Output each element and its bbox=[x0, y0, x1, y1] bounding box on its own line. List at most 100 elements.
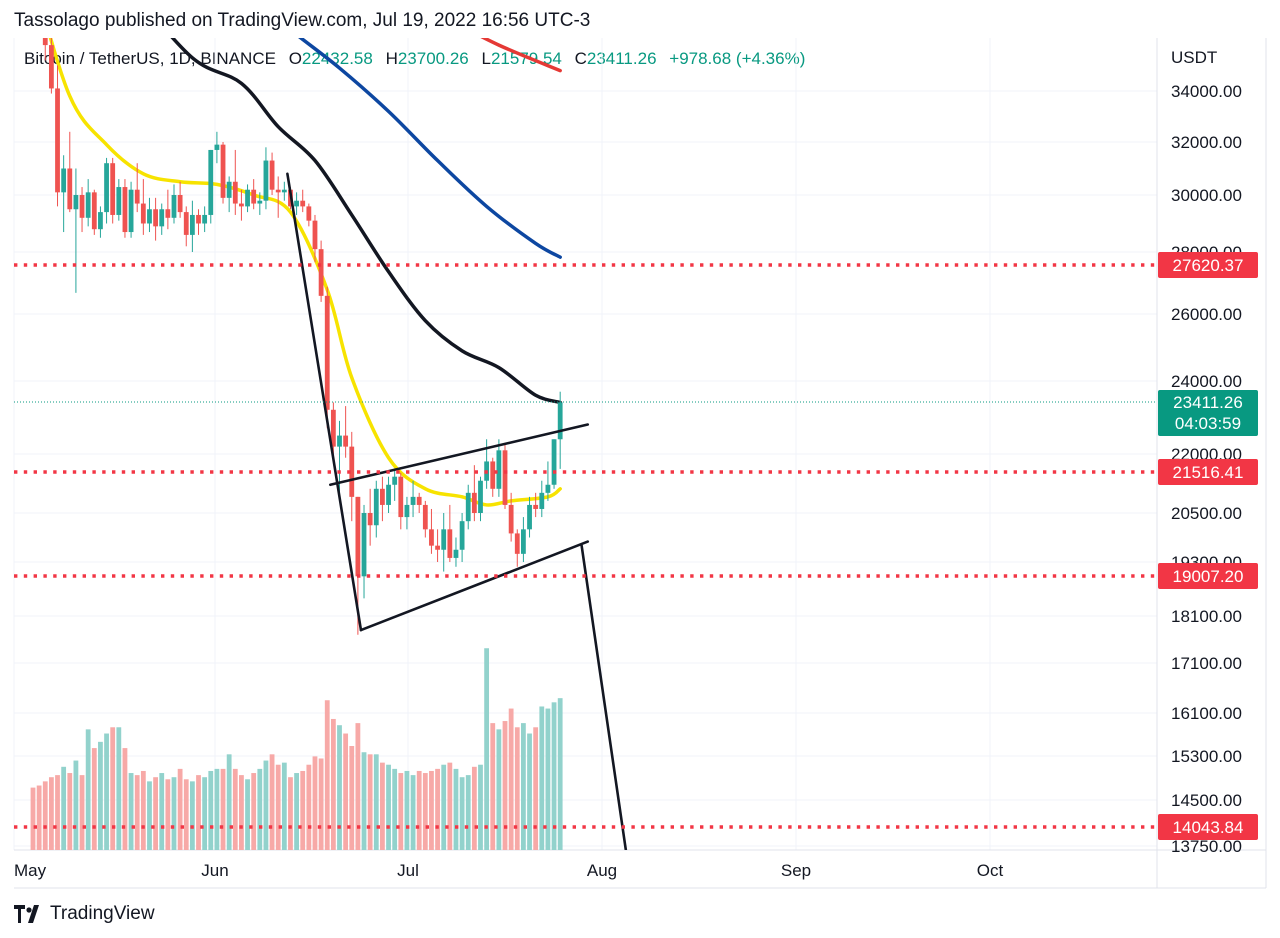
candle-body bbox=[275, 189, 281, 193]
candle-body bbox=[91, 192, 97, 230]
candle-body bbox=[471, 492, 477, 513]
change-value: +978.68 (+4.36%) bbox=[669, 49, 806, 68]
level-price-badge: 21516.41 bbox=[1158, 459, 1258, 485]
volume-bar bbox=[361, 752, 367, 850]
volume-bar bbox=[373, 754, 379, 850]
close-label: C bbox=[574, 49, 587, 68]
volume-bar bbox=[337, 725, 342, 850]
candle bbox=[226, 176, 232, 213]
price-tick-label: 34000.00 bbox=[1171, 82, 1242, 101]
candle bbox=[73, 168, 79, 293]
candle-body bbox=[441, 529, 447, 550]
candle-body bbox=[508, 504, 514, 534]
tradingview-logo[interactable]: TradingView bbox=[14, 903, 155, 925]
moving-averages bbox=[48, 38, 562, 507]
volume-bar bbox=[73, 760, 79, 850]
volume-bar bbox=[410, 775, 416, 850]
candle bbox=[251, 179, 257, 210]
candle bbox=[429, 508, 434, 554]
open-label: O bbox=[288, 49, 302, 68]
candle bbox=[502, 442, 508, 509]
candle bbox=[232, 149, 238, 215]
volume-bar bbox=[514, 727, 520, 850]
candle bbox=[490, 457, 496, 497]
volume-bar bbox=[257, 768, 263, 850]
candle-body bbox=[202, 214, 208, 224]
candle bbox=[514, 529, 520, 567]
candle bbox=[42, 38, 48, 61]
candle-body bbox=[226, 181, 232, 198]
trend-line bbox=[359, 540, 590, 632]
volume-bar bbox=[79, 775, 85, 850]
candle bbox=[435, 529, 440, 562]
candle-body bbox=[110, 163, 116, 215]
candle-body bbox=[490, 461, 496, 489]
currency-label: USDT bbox=[1171, 48, 1217, 67]
volume-bar bbox=[318, 758, 324, 850]
price-axis-labels: USDT34000.0032000.0030000.0028000.002600… bbox=[1158, 48, 1258, 856]
horizontal-levels bbox=[14, 263, 1157, 829]
candle bbox=[104, 157, 109, 224]
price-tick-label: 17100.00 bbox=[1171, 654, 1242, 673]
candle-body bbox=[171, 195, 177, 218]
candle bbox=[441, 513, 447, 572]
price-tick-label: 20500.00 bbox=[1171, 504, 1242, 523]
candle bbox=[147, 197, 152, 233]
candle bbox=[392, 468, 398, 501]
candle bbox=[349, 431, 355, 522]
candle-body bbox=[453, 549, 459, 558]
time-axis-labels: May Jun Jul Aug Sep Oct bbox=[14, 861, 1003, 880]
candle bbox=[416, 492, 422, 513]
volume-bar bbox=[116, 727, 122, 850]
candle-body bbox=[165, 209, 171, 218]
volume-bar bbox=[177, 768, 183, 850]
price-tick-label: 16100.00 bbox=[1171, 704, 1242, 723]
candle-body bbox=[343, 435, 349, 447]
volume-bar bbox=[453, 768, 459, 850]
candle-body bbox=[196, 214, 201, 224]
candle-body bbox=[79, 195, 85, 218]
volume-bar bbox=[153, 777, 158, 850]
candle bbox=[361, 504, 367, 599]
candle bbox=[551, 439, 557, 489]
price-tick-label: 15300.00 bbox=[1171, 747, 1242, 766]
candle bbox=[134, 163, 140, 213]
candle bbox=[404, 496, 410, 530]
candle-body bbox=[373, 488, 379, 526]
candle bbox=[196, 209, 201, 235]
candle-body bbox=[134, 189, 140, 204]
candle-body bbox=[545, 484, 551, 493]
last-price-badge: 23411.26 04:03:59 bbox=[1158, 390, 1258, 436]
volume-bar bbox=[533, 727, 539, 850]
moving-average-line bbox=[170, 38, 562, 405]
volume-bar bbox=[294, 773, 299, 850]
volume-bar bbox=[484, 648, 490, 850]
candle bbox=[165, 189, 171, 230]
level-badge-bg bbox=[1158, 459, 1258, 485]
candle bbox=[465, 484, 471, 530]
candle-body bbox=[392, 476, 398, 485]
candle-body bbox=[128, 189, 134, 233]
price-tick-label: 26000.00 bbox=[1171, 305, 1242, 324]
volume-bar bbox=[551, 702, 557, 850]
volume-bar bbox=[545, 708, 551, 850]
volume-bar bbox=[312, 756, 318, 850]
volume-bar bbox=[239, 775, 244, 850]
volume-bar bbox=[300, 770, 306, 850]
volume-bar bbox=[521, 723, 526, 850]
candle-body bbox=[367, 513, 373, 526]
candle-body bbox=[318, 249, 324, 296]
volume-bar bbox=[220, 768, 226, 850]
volume-bar bbox=[367, 754, 373, 850]
candle-body bbox=[177, 195, 183, 213]
candle bbox=[343, 406, 349, 458]
candle bbox=[122, 179, 128, 238]
candle-body bbox=[67, 168, 73, 210]
low-label: L bbox=[481, 49, 491, 68]
candle-body bbox=[159, 209, 165, 227]
tradingview-logo-icon bbox=[14, 905, 39, 923]
candle bbox=[214, 131, 220, 164]
volume-bar bbox=[435, 768, 440, 850]
price-tick-label: 32000.00 bbox=[1171, 133, 1242, 152]
